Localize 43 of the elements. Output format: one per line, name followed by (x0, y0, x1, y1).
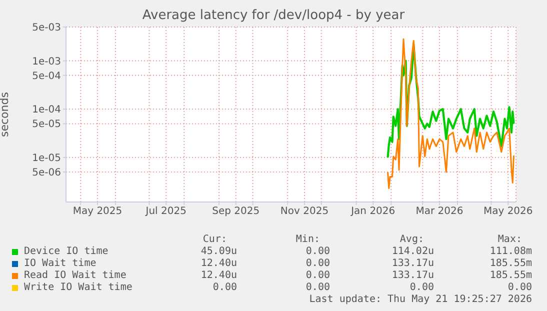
y-tick-label: 1e-05 (32, 153, 61, 164)
legend-label: Device IO time (24, 246, 108, 258)
text: 185.55m (488, 258, 532, 270)
text: 0.00 (212, 282, 237, 294)
text: Cur: (202, 234, 228, 246)
y-tick-label: 5e-06 (32, 168, 61, 179)
legend-label: Read IO Wait time (24, 270, 126, 282)
text: Avg: (398, 234, 425, 246)
y-tick-label: 5e-05 (32, 119, 61, 130)
text: 133.17u (390, 258, 434, 270)
text: 45.09u (200, 246, 237, 258)
x-tick-label: Mar 2026 (416, 206, 464, 218)
y-tick-label: 5e-04 (32, 70, 61, 82)
legend-label: IO Wait time (24, 258, 96, 270)
line-series (387, 38, 514, 190)
x-tick-label: May 2026 (483, 206, 533, 218)
x-tick-label: Jul 2025 (144, 206, 186, 218)
y-axis-title: seconds (0, 92, 11, 137)
legend-label: Write IO Wait time (24, 282, 132, 294)
text: Max: (496, 234, 523, 246)
text: 0.00 (506, 282, 532, 294)
text: Min: (294, 234, 321, 246)
text: 0.00 (304, 258, 330, 270)
text: 0.00 (304, 282, 330, 294)
x-tick-label: Sep 2025 (212, 206, 260, 218)
line-series (386, 43, 515, 159)
text: Last update: Thu May 21 19:25:27 2026 (308, 294, 532, 306)
text: 114.02u (390, 246, 434, 258)
text: 133.17u (390, 270, 434, 282)
x-tick-label: May 2025 (72, 206, 122, 218)
text: 185.55m (488, 270, 532, 282)
text: 111.08m (488, 246, 532, 258)
x-tick-label: Jan 2026 (350, 206, 396, 218)
text: 0.00 (304, 246, 330, 258)
y-tick-label: 1e-03 (32, 56, 61, 68)
text: 0.00 (408, 282, 434, 294)
y-tick-label: 1e-04 (32, 104, 61, 116)
text: 12.40u (200, 258, 237, 270)
x-tick-label: Nov 2025 (280, 206, 329, 218)
chart-title: Average latency for /dev/loop4 - by year (141, 8, 406, 23)
y-tick-label: 5e-03 (32, 22, 61, 34)
text: 0.00 (304, 270, 330, 282)
text: 12.40u (200, 270, 237, 282)
